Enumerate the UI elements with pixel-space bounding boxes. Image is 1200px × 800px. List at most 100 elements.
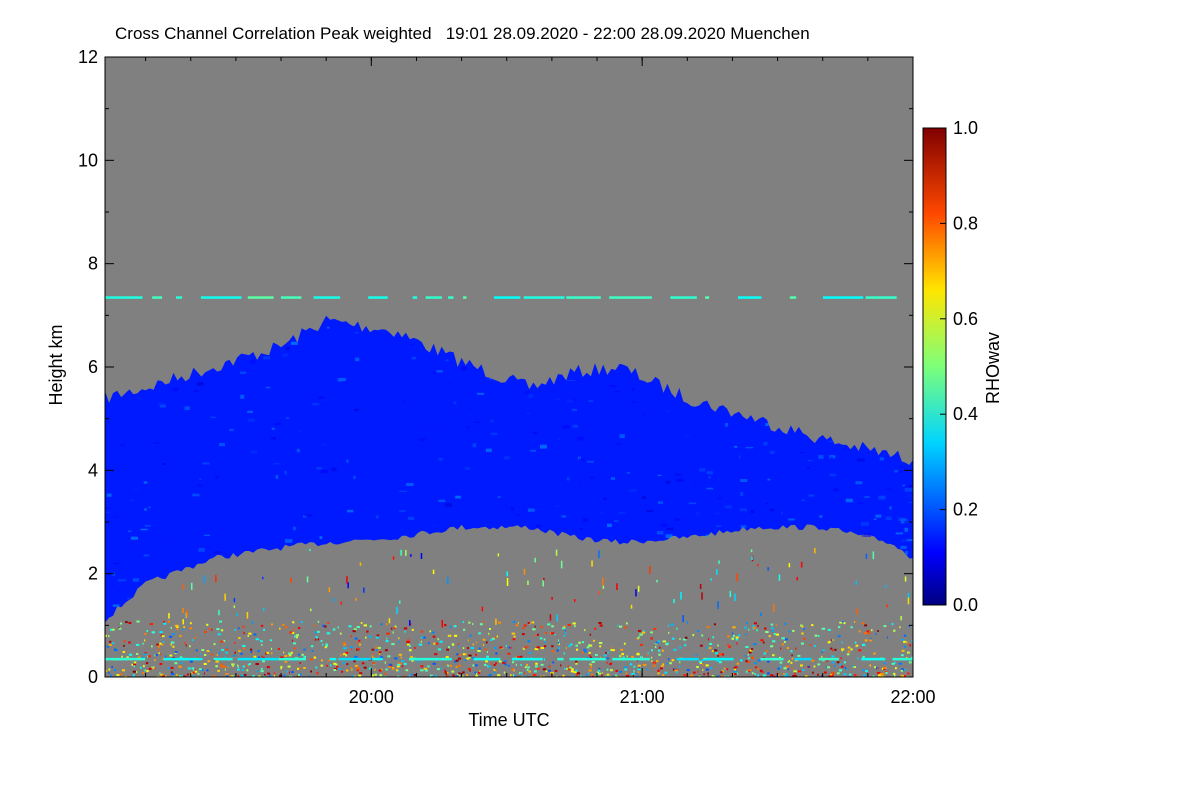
noise-speck bbox=[675, 671, 678, 674]
noise-speck bbox=[267, 672, 270, 675]
noise-speck bbox=[246, 669, 249, 672]
noise-speck bbox=[231, 663, 235, 666]
noise-speck bbox=[133, 665, 135, 668]
noise-speck bbox=[679, 646, 682, 649]
noise-speck bbox=[611, 649, 615, 652]
noise-speck bbox=[325, 645, 328, 648]
noise-speck bbox=[785, 665, 789, 668]
noise-speck bbox=[358, 674, 362, 677]
cloud-texture-speck bbox=[406, 483, 414, 486]
noise-speck bbox=[234, 651, 236, 654]
noise-speck bbox=[560, 664, 562, 667]
cloud-texture-speck bbox=[819, 515, 823, 518]
noise-speck bbox=[676, 627, 678, 630]
colorbar-tick-label: 0.8 bbox=[953, 213, 978, 233]
artifact-segment bbox=[569, 657, 606, 661]
noise-speck bbox=[505, 645, 507, 647]
noise-speck bbox=[791, 667, 793, 670]
noise-speck bbox=[843, 661, 846, 664]
noise-speck bbox=[159, 642, 162, 645]
noise-speck bbox=[371, 653, 373, 655]
noise-speck bbox=[112, 642, 115, 645]
noise-speck bbox=[543, 645, 547, 648]
noise-speck bbox=[136, 620, 140, 623]
noise-speck bbox=[746, 622, 748, 625]
cloud-texture-speck bbox=[628, 489, 637, 492]
noise-speck bbox=[350, 666, 352, 669]
artifact-segment bbox=[237, 657, 278, 661]
noise-speck bbox=[263, 675, 266, 677]
noise-speck bbox=[143, 653, 147, 656]
noise-speck bbox=[333, 667, 338, 670]
noise-speck bbox=[313, 656, 317, 659]
noise-speck bbox=[589, 633, 592, 636]
cloud-texture-speck bbox=[642, 495, 646, 500]
noise-speck bbox=[494, 670, 497, 672]
noise-speck bbox=[247, 663, 250, 666]
noise-speck bbox=[455, 659, 459, 662]
noise-speck bbox=[841, 649, 843, 652]
noise-speck bbox=[323, 625, 327, 628]
noise-speck bbox=[692, 634, 695, 637]
noise-speck bbox=[269, 639, 273, 642]
noise-speck bbox=[523, 568, 526, 575]
noise-speck bbox=[710, 578, 712, 581]
noise-speck bbox=[621, 653, 624, 656]
noise-speck bbox=[792, 675, 795, 677]
noise-speck bbox=[293, 628, 295, 631]
noise-speck bbox=[781, 637, 785, 640]
noise-speck bbox=[879, 673, 883, 675]
noise-speck bbox=[182, 584, 185, 590]
noise-speck bbox=[256, 670, 259, 673]
noise-speck bbox=[905, 668, 907, 671]
noise-speck bbox=[293, 647, 296, 650]
noise-speck bbox=[576, 648, 579, 651]
noise-speck bbox=[187, 667, 191, 670]
noise-speck bbox=[484, 648, 487, 651]
noise-speck bbox=[317, 638, 320, 641]
cloud-texture-speck bbox=[618, 512, 626, 514]
cloud-texture-speck bbox=[577, 437, 585, 441]
noise-speck bbox=[580, 675, 582, 677]
noise-speck bbox=[870, 637, 872, 640]
noise-speck bbox=[328, 587, 331, 593]
artifact-segment bbox=[511, 657, 543, 661]
noise-speck bbox=[696, 666, 699, 668]
noise-speck bbox=[511, 632, 516, 635]
noise-speck bbox=[409, 620, 411, 626]
noise-speck bbox=[839, 663, 842, 666]
noise-speck bbox=[762, 674, 767, 677]
noise-speck bbox=[142, 672, 145, 674]
noise-speck bbox=[322, 643, 324, 646]
noise-speck bbox=[358, 643, 362, 646]
noise-speck bbox=[203, 672, 205, 675]
x-axis-label: Time UTC bbox=[468, 710, 549, 730]
noise-speck bbox=[619, 655, 621, 658]
noise-speck bbox=[757, 659, 761, 662]
noise-speck bbox=[392, 631, 394, 634]
noise-speck bbox=[869, 639, 872, 642]
noise-speck bbox=[814, 634, 818, 637]
cloud-texture-speck bbox=[270, 437, 276, 440]
noise-speck bbox=[260, 624, 264, 627]
noise-speck bbox=[237, 666, 239, 669]
noise-speck bbox=[616, 583, 618, 590]
noise-speck bbox=[507, 664, 510, 667]
noise-speck bbox=[907, 672, 910, 675]
noise-speck bbox=[540, 675, 542, 677]
noise-speck bbox=[515, 624, 519, 627]
cloud-texture-speck bbox=[247, 410, 253, 413]
noise-speck bbox=[659, 646, 661, 649]
artifact-segment bbox=[676, 657, 699, 661]
noise-speck bbox=[145, 662, 149, 665]
noise-speck bbox=[190, 672, 193, 675]
noise-speck bbox=[420, 640, 422, 643]
noise-speck bbox=[533, 674, 537, 676]
noise-speck bbox=[182, 619, 184, 625]
noise-speck bbox=[470, 647, 474, 649]
cloud-texture-speck bbox=[900, 521, 905, 524]
cloud-texture-speck bbox=[105, 507, 112, 509]
noise-speck bbox=[396, 606, 398, 614]
noise-speck bbox=[770, 674, 774, 677]
cloud-texture-speck bbox=[293, 526, 296, 531]
